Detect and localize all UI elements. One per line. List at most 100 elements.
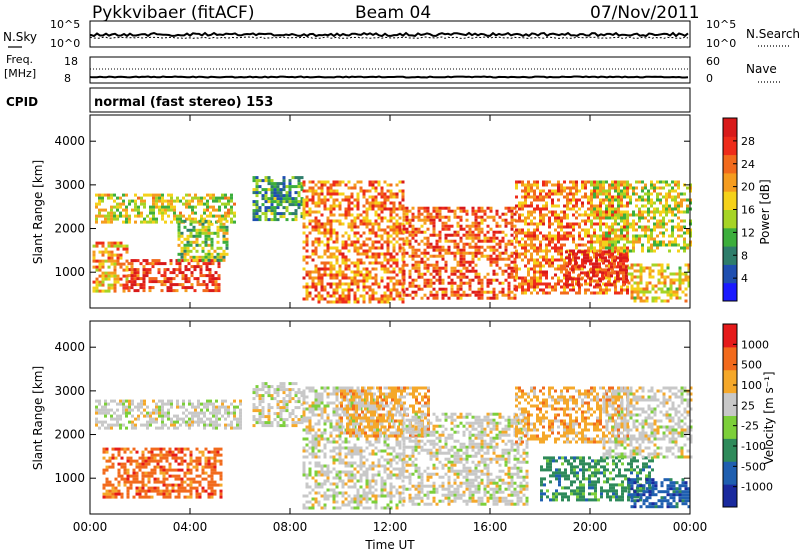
heatmap-cell [195,456,199,460]
heatmap-cell [489,248,493,252]
heatmap-cell [435,263,439,267]
heatmap-cell [138,468,142,472]
heatmap-cell [180,462,184,466]
heatmap-cell [614,234,617,238]
heatmap-cell [288,388,292,392]
heatmap-cell [459,257,463,261]
heatmap-cell [542,237,545,241]
heatmap-cell [644,228,647,232]
heatmap-cell [617,222,620,226]
heatmap-cell [144,489,148,493]
heatmap-cell [167,205,170,209]
heatmap-cell [656,222,659,226]
heatmap-cell [395,258,399,262]
heatmap-cell [329,219,333,223]
heatmap-cell [183,459,187,463]
heatmap-cell [683,219,686,223]
cpid-panel: CPID normal (fast stereo) 153 [6,87,691,113]
heatmap-cell [258,206,262,210]
heatmap-cell [611,186,614,190]
heatmap-cell [453,293,457,297]
heatmap-cell [492,278,496,282]
heatmap-cell [577,280,580,284]
heatmap-cell [95,241,99,245]
heatmap-cell [186,246,190,250]
heatmap-cell [341,270,345,274]
heatmap-cell [417,263,421,267]
heatmap-cell [165,450,169,454]
heatmap-cell [447,275,451,279]
heatmap-cell [389,276,393,280]
heatmap-cell [507,296,511,300]
heatmap-cell [273,194,277,198]
heatmap-cell [595,262,598,266]
heatmap-cell [252,176,256,180]
heatmap-cell [261,394,265,398]
nsky-panel: N.Sky 10^5 10^0 10^5 10^0 N.Search [3,18,800,50]
heatmap-cell [474,272,478,276]
heatmap-cell [619,253,622,257]
heatmap-cell [113,244,117,248]
heatmap-cell [294,415,298,419]
heatmap-cell [211,259,215,263]
heatmap-cell [197,423,200,427]
heatmap-cell [347,249,351,253]
heatmap-cell [477,275,481,279]
heatmap-cell [236,426,239,430]
heatmap-cell [125,214,128,218]
heatmap-cell [204,255,208,259]
heatmap-cell [335,231,339,235]
heatmap-cell [153,468,157,472]
heatmap-cell [671,210,674,214]
heatmap-cell [180,480,184,484]
heatmap-cell [221,214,224,218]
freq-tick-high: 18 [64,55,78,68]
heatmap-cell [205,289,209,293]
heatmap-cell [578,267,581,271]
heatmap-cell [444,263,448,267]
heatmap-cell [187,262,191,266]
heatmap-cell [438,209,442,213]
heatmap-cell [181,271,185,275]
heatmap-cell [302,467,306,471]
heatmap-cell [402,260,406,264]
heatmap-cell [110,208,113,212]
heatmap-cell [471,290,475,294]
heatmap-cell [408,269,412,273]
heatmap-cell [572,234,575,238]
heatmap-cell [566,222,569,226]
heatmap-cell [317,219,321,223]
heatmap-cell [161,199,164,203]
heatmap-cell [495,224,499,228]
beam-title: Beam 04 [355,3,431,23]
heatmap-cell [347,267,351,271]
heatmap-cell [104,208,107,212]
heatmap-cell [521,213,524,217]
heatmap-cell [152,202,155,206]
heatmap-cell [311,258,315,262]
heatmap-cell [515,270,518,274]
heatmap-cell [168,492,172,496]
heatmap-cell [568,256,571,260]
heatmap-cell [172,289,176,293]
heatmap-cell [311,455,315,459]
heatmap-cell [320,255,324,259]
heatmap-cell [204,228,208,232]
heatmap-cell [308,500,312,504]
heatmap-cell [196,265,200,269]
heatmap-cell [116,244,120,248]
heatmap-cell [389,255,393,259]
heatmap-cell [173,214,176,218]
heatmap-cell [317,222,321,226]
heatmap-cell [153,489,157,493]
heatmap-cell [604,271,607,275]
heatmap-cell [401,267,405,271]
heatmap-cell [395,222,399,226]
heatmap-cell [110,262,114,266]
heatmap-cell [581,228,584,232]
heatmap-cell [178,271,182,275]
heatmap-cell [104,250,108,254]
heatmap-cell [371,267,375,271]
heatmap-cell [255,191,259,195]
heatmap-cell [619,256,622,260]
